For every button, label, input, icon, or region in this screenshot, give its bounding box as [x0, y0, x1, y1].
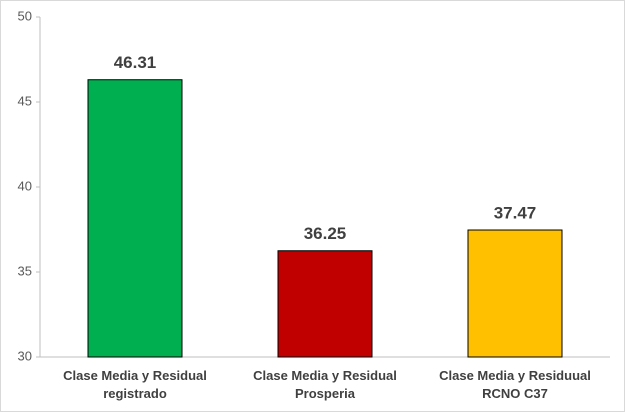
y-tick-label: 35 [18, 263, 32, 278]
bar [467, 229, 563, 358]
bar [277, 250, 373, 358]
data-label: 37.47 [494, 203, 537, 222]
x-tick-label: Clase Media y Residuual RCNO C37 [439, 368, 591, 401]
data-label: 46.31 [114, 53, 157, 72]
y-tick-label: 40 [18, 178, 32, 193]
data-label: 36.25 [304, 224, 347, 243]
y-tick-label: 45 [18, 93, 32, 108]
bar [87, 79, 183, 358]
x-tick-label: Clase Media y Residual Prosperia [253, 368, 397, 401]
x-tick-label: Clase Media y Residual registrado [63, 368, 207, 401]
y-tick-label: 50 [18, 8, 32, 23]
y-tick-label: 30 [18, 348, 32, 363]
